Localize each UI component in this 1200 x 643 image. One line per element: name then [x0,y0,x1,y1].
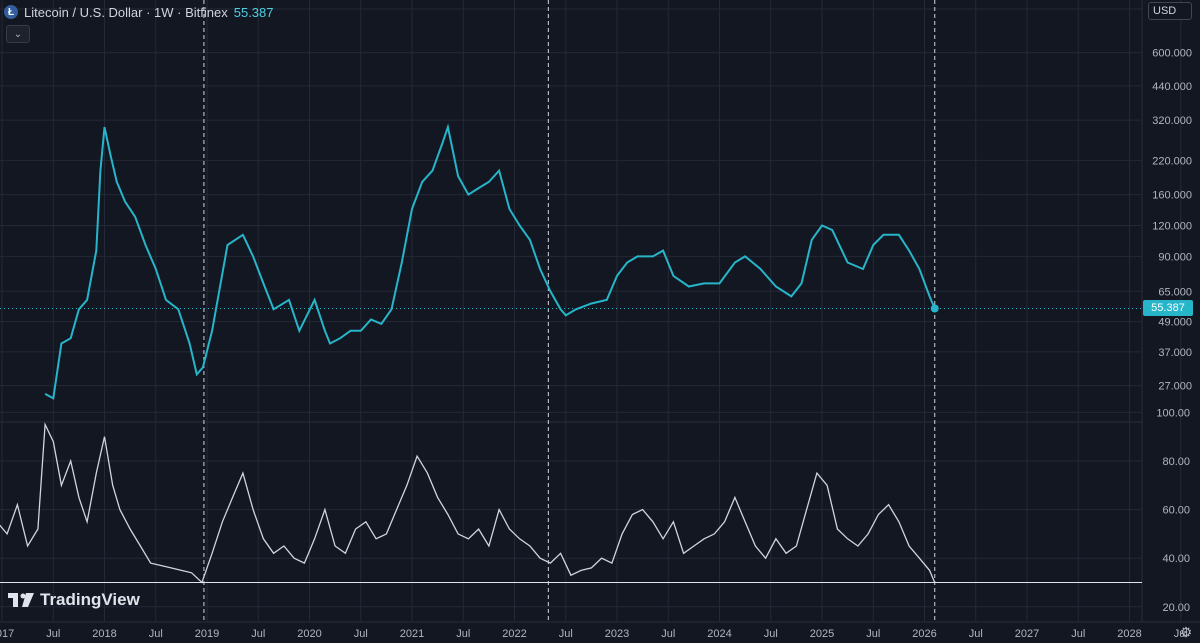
time-tick-label: Jul [354,628,368,640]
osc-tick-label: 60.00 [1162,505,1190,517]
price-line [44,123,936,400]
price-tick-label: 90.000 [1158,251,1192,263]
time-tick-label: 2020 [297,628,321,640]
chevron-down-icon: ⌄ [13,28,23,40]
price-tick-label: 37.000 [1158,347,1192,359]
time-tick-label: 2022 [502,628,526,640]
price-tick-label: 600.000 [1152,48,1192,60]
time-tick-label: 2018 [92,628,116,640]
price-tick-label: 220.000 [1152,155,1192,167]
tradingview-watermark: TradingView [8,590,140,610]
price-tick-label: 120.000 [1152,220,1192,232]
osc-tick-label: 40.00 [1162,553,1190,565]
time-tick-label: Jul [149,628,163,640]
time-tick-label: 2025 [810,628,834,640]
time-tick-label: 2028 [1117,628,1141,640]
currency-selector[interactable]: USD [1148,2,1192,20]
last-price-point [930,304,939,313]
time-tick-label: Jul [559,628,573,640]
time-tick-label: 2023 [605,628,629,640]
grid-lines [0,0,1200,623]
collapse-legend-button[interactable]: ⌄ [6,25,30,43]
last-price-tag: 55.387 [1143,300,1193,316]
time-tick-label: Jul [46,628,60,640]
litecoin-logo-icon: Ł [4,5,18,19]
price-tick-label: 160.000 [1152,190,1192,202]
price-axis[interactable]: 900.000600.000440.000320.000220.000160.0… [1152,4,1192,614]
time-tick-label: Jul [251,628,265,640]
price-tick-label: 27.000 [1158,381,1192,393]
price-tick-label: 440.000 [1152,81,1192,93]
watermark-text: TradingView [40,590,140,609]
time-tick-label: 2017 [0,628,14,640]
time-tick-label: Jul [1174,628,1188,640]
last-price-value: 55.387 [233,4,274,20]
price-series [0,123,1142,400]
time-tick-label: Jul [456,628,470,640]
symbol-title[interactable]: Litecoin / U.S. Dollar · 1W · Bitfinex [24,4,228,20]
osc-tick-label: 100.00 [1156,407,1190,419]
time-tick-label: 2027 [1015,628,1039,640]
chart-header: Ł Litecoin / U.S. Dollar · 1W · Bitfinex… [4,3,274,21]
price-tick-label: 49.000 [1158,317,1192,329]
time-tick-label: Jul [969,628,983,640]
price-tick-label: 320.000 [1152,115,1192,127]
time-tick-label: 2019 [195,628,219,640]
time-tick-label: 2024 [707,628,731,640]
oscillator-line [0,421,936,584]
osc-tick-label: 80.00 [1162,456,1190,468]
time-tick-label: Jul [661,628,675,640]
time-tick-label: 2026 [912,628,936,640]
time-tick-label: Jul [1071,628,1085,640]
settings-gear-icon[interactable]: ⚙ [1179,624,1193,640]
oscillator-series [0,421,1142,584]
time-tick-label: Jul [764,628,778,640]
time-axis[interactable]: 2017 Jul 2018 Jul 2019 Jul 2020 Jul 2021 Jul 2022 J… [0,628,1188,640]
time-tick-label: 2021 [400,628,424,640]
vertical-marker-lines [203,0,936,622]
osc-tick-label: 20.00 [1162,602,1190,614]
tradingview-logo-icon [8,593,34,607]
time-tick-label: Jul [866,628,880,640]
price-tick-label: 65.000 [1158,286,1192,298]
